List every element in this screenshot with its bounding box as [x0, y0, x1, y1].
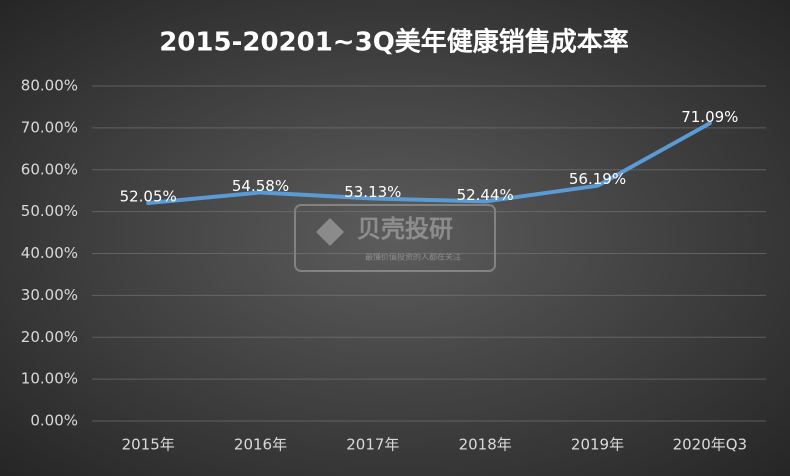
watermark-frame — [294, 204, 496, 272]
x-tick-label: 2017年 — [346, 436, 399, 454]
y-tick-label: 60.00% — [21, 160, 78, 178]
watermark-logo — [316, 218, 344, 246]
y-tick-label: 20.00% — [21, 328, 78, 346]
watermark-title: 贝壳投研 — [357, 215, 453, 243]
data-label: 52.44% — [457, 186, 514, 204]
data-label: 52.05% — [120, 188, 177, 206]
y-tick-label: 10.00% — [21, 370, 78, 388]
data-label: 54.58% — [232, 177, 289, 195]
chart-title: 2015-20201~3Q美年健康销售成本率 — [159, 27, 629, 58]
y-tick-label: 70.00% — [21, 118, 78, 136]
data-line — [146, 121, 712, 206]
data-label: 71.09% — [681, 108, 738, 126]
y-tick-label: 0.00% — [30, 412, 78, 430]
y-tick-label: 40.00% — [21, 244, 78, 262]
x-tick-label: 2019年 — [571, 436, 624, 454]
x-tick-label: 2018年 — [459, 436, 512, 454]
data-label: 53.13% — [344, 183, 401, 201]
x-tick-label: 2020年Q3 — [673, 436, 748, 454]
y-tick-label: 80.00% — [21, 77, 78, 95]
watermark: 贝壳投研 最懂价值投资的人都在关注 — [294, 204, 496, 272]
x-tick-label: 2015年 — [122, 436, 175, 454]
x-tick-label: 2016年 — [234, 436, 287, 454]
y-tick-label: 30.00% — [21, 286, 78, 304]
data-label: 56.19% — [569, 170, 626, 188]
y-tick-label: 50.00% — [21, 202, 78, 220]
watermark-subtitle: 最懂价值投资的人都在关注 — [365, 252, 461, 262]
